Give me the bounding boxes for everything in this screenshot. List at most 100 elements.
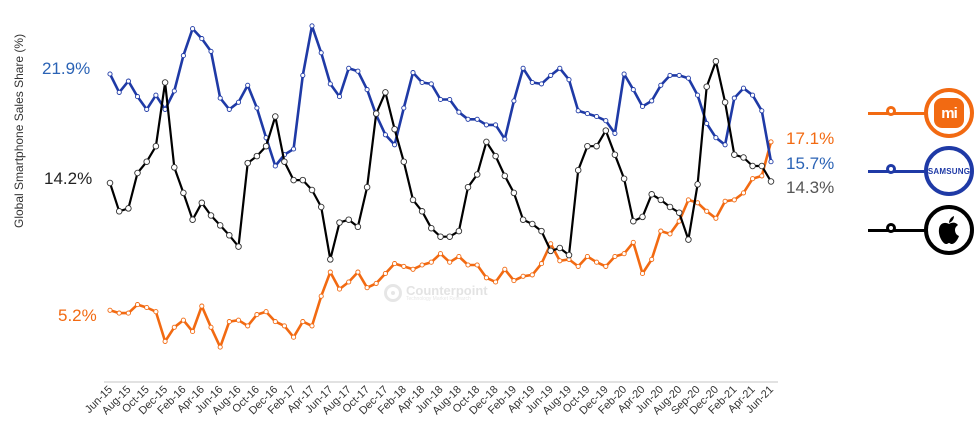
data-point — [612, 130, 618, 136]
data-point — [300, 319, 306, 325]
data-point — [639, 270, 646, 277]
data-point — [245, 323, 251, 329]
data-point — [620, 175, 628, 182]
data-point — [144, 304, 150, 311]
data-point — [685, 236, 692, 243]
data-point — [731, 197, 737, 203]
data-point — [483, 122, 489, 128]
data-point — [575, 263, 581, 269]
data-point — [511, 278, 517, 284]
data-point — [666, 203, 674, 211]
data-point — [713, 215, 719, 221]
data-point — [603, 263, 609, 269]
data-point — [464, 183, 472, 191]
data-point — [630, 239, 636, 245]
data-point — [180, 53, 186, 59]
data-point — [410, 266, 416, 272]
samsung-start-label: 21.9% — [42, 59, 91, 78]
data-point — [675, 209, 683, 216]
data-point — [281, 323, 287, 329]
data-point — [345, 216, 352, 223]
data-point — [171, 88, 177, 94]
data-point — [235, 243, 242, 250]
data-point — [419, 262, 425, 268]
data-point — [382, 89, 389, 96]
data-point — [731, 151, 738, 158]
data-point — [493, 122, 499, 128]
data-point — [767, 178, 775, 185]
data-point — [428, 259, 434, 265]
data-point — [750, 92, 756, 98]
data-point — [685, 75, 691, 81]
apple-glyph-icon — [938, 216, 959, 244]
data-point — [217, 95, 223, 101]
data-point — [722, 142, 728, 148]
data-point — [630, 87, 636, 93]
data-point — [685, 197, 691, 203]
data-point — [115, 208, 123, 215]
counterpoint-watermark: Counterpoint Technology Market Research — [384, 284, 488, 302]
data-point — [575, 108, 581, 114]
data-point — [428, 81, 434, 87]
data-point — [456, 253, 462, 260]
xiaomi-logo-icon: mi — [924, 88, 974, 138]
data-point — [740, 190, 747, 196]
data-point — [667, 72, 673, 78]
data-point — [355, 269, 361, 275]
data-point — [153, 92, 159, 98]
apple-end-label: 14.3% — [786, 178, 835, 197]
apple-logo-icon — [924, 205, 974, 255]
data-point — [336, 219, 343, 226]
data-point — [520, 273, 526, 279]
data-point — [621, 251, 627, 257]
data-point — [253, 152, 261, 160]
data-point — [401, 105, 407, 111]
data-point — [519, 216, 527, 223]
data-point — [437, 233, 444, 240]
data-point — [263, 309, 269, 315]
data-point — [272, 163, 278, 169]
legend-marker-apple — [886, 223, 896, 233]
data-point — [290, 176, 297, 184]
data-point — [649, 98, 655, 104]
data-point — [593, 142, 600, 150]
xiaomi-start-label: 5.2% — [58, 306, 97, 325]
data-point — [566, 77, 572, 83]
data-point — [125, 310, 131, 316]
data-point — [355, 68, 361, 74]
data-point — [300, 72, 306, 78]
line-xiaomi — [109, 141, 773, 349]
data-point — [107, 71, 113, 77]
data-point — [603, 118, 609, 124]
data-point — [538, 261, 545, 267]
data-point — [171, 164, 178, 171]
data-point — [226, 106, 232, 112]
data-point — [198, 199, 206, 207]
series-samsung — [107, 23, 774, 169]
series-apple — [106, 58, 775, 263]
legend-item-samsung: SAMSUNG — [868, 146, 978, 196]
data-point — [281, 158, 288, 165]
data-point — [180, 189, 187, 197]
watermark-subtitle: Technology Market Research — [406, 296, 471, 302]
data-point — [143, 158, 150, 165]
data-point — [226, 319, 232, 325]
data-point — [704, 208, 710, 214]
data-point — [428, 224, 435, 232]
data-point — [327, 269, 333, 275]
y-axis-label: Global Smartphone Sales Share (%) — [12, 33, 26, 228]
data-point — [391, 125, 398, 133]
data-point — [584, 142, 591, 150]
data-point — [639, 213, 646, 221]
data-point — [695, 92, 701, 98]
data-point — [502, 266, 508, 272]
data-point — [392, 261, 398, 267]
data-point — [574, 166, 582, 174]
data-point — [759, 173, 765, 179]
data-point — [694, 181, 701, 188]
legend-marker-xiaomi — [886, 106, 896, 116]
data-point — [299, 176, 307, 184]
data-point — [309, 23, 315, 29]
data-point — [594, 113, 600, 120]
counterpoint-logo-icon — [384, 284, 402, 302]
